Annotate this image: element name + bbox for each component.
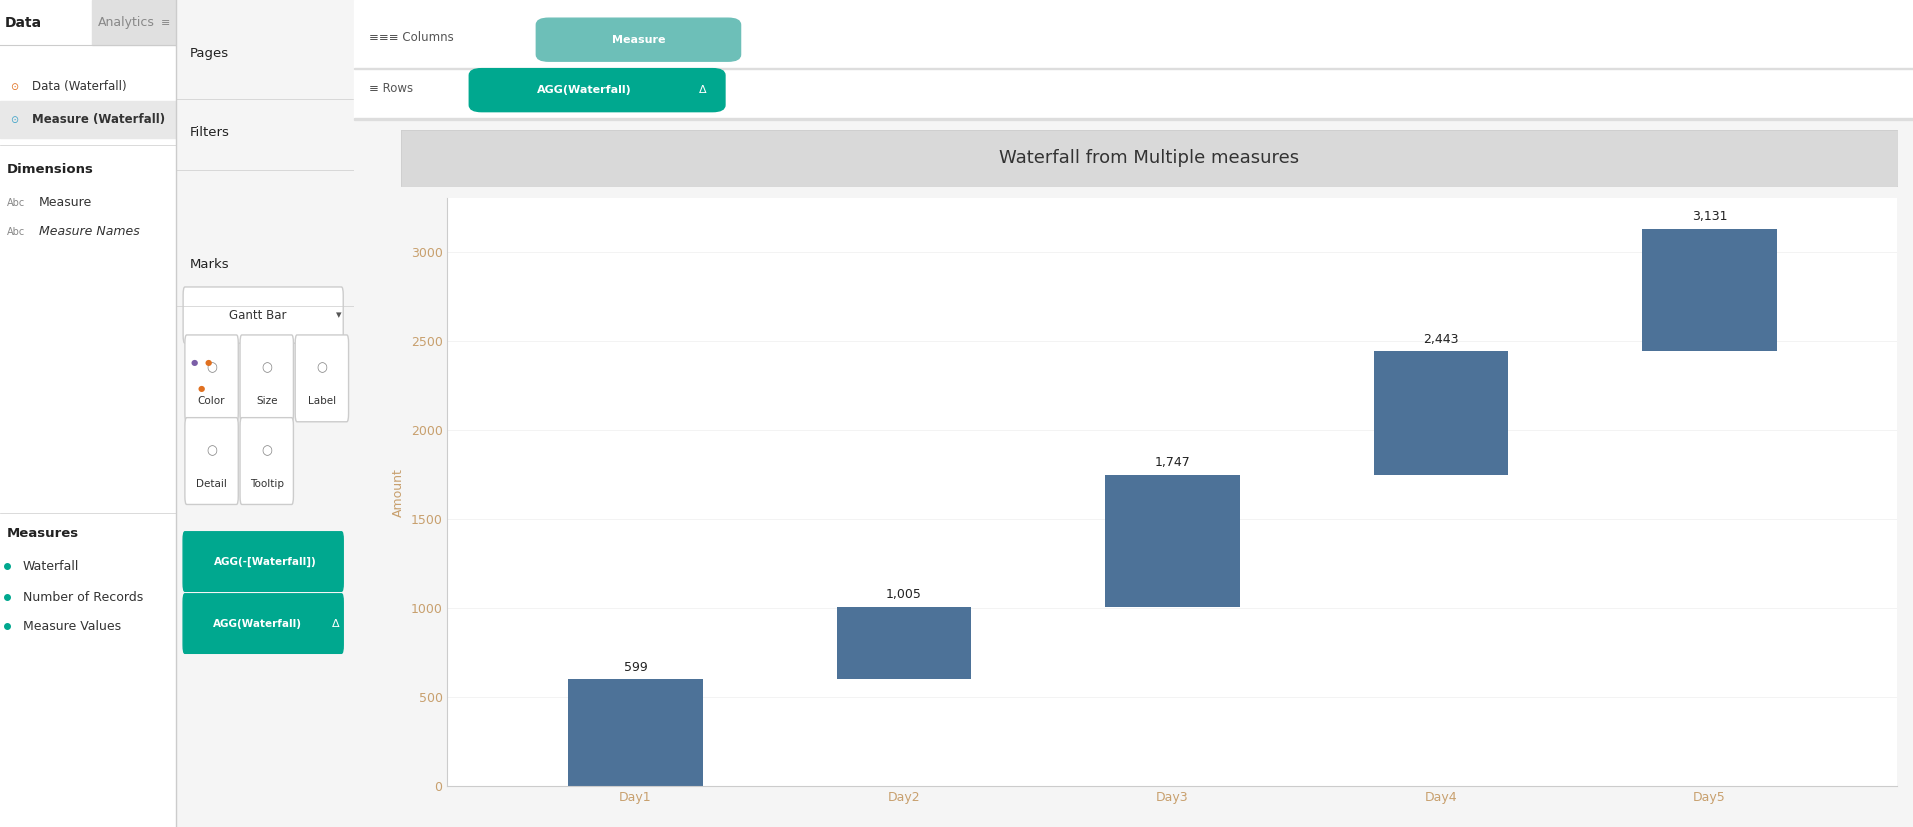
Text: Measure Values: Measure Values: [23, 619, 121, 633]
Text: ≡≡≡ Columns: ≡≡≡ Columns: [369, 31, 453, 44]
Text: ≡ Rows: ≡ Rows: [369, 82, 413, 95]
Text: Color: Color: [197, 396, 226, 406]
Text: Abc: Abc: [8, 198, 25, 208]
Text: ▾: ▾: [337, 310, 341, 320]
Text: AGG(-[Waterfall]): AGG(-[Waterfall]): [214, 557, 316, 566]
FancyBboxPatch shape: [186, 418, 239, 504]
Bar: [0, 101, 176, 138]
FancyBboxPatch shape: [184, 287, 342, 343]
Text: ⊙: ⊙: [10, 115, 17, 125]
Text: ○: ○: [207, 361, 216, 375]
Text: AGG(Waterfall): AGG(Waterfall): [214, 619, 302, 629]
Text: Dimensions: Dimensions: [8, 163, 94, 176]
Bar: [0, 0, 92, 45]
FancyBboxPatch shape: [184, 532, 342, 591]
Text: Measure (Waterfall): Measure (Waterfall): [33, 113, 165, 127]
Text: ○: ○: [207, 444, 216, 457]
Text: ○: ○: [262, 444, 272, 457]
Text: Size: Size: [256, 396, 277, 406]
FancyBboxPatch shape: [239, 418, 293, 504]
FancyBboxPatch shape: [469, 69, 725, 112]
Text: ●: ●: [197, 385, 205, 394]
Text: ○: ○: [262, 361, 272, 375]
Text: Filters: Filters: [189, 126, 230, 139]
Text: Measure Names: Measure Names: [38, 225, 140, 238]
Text: Δ: Δ: [700, 85, 708, 95]
Text: Data (Waterfall): Data (Waterfall): [33, 80, 126, 93]
Text: Measure: Measure: [38, 196, 92, 209]
Text: Δ: Δ: [333, 619, 341, 629]
Bar: [354, 68, 1913, 69]
Text: Gantt Bar: Gantt Bar: [230, 308, 287, 322]
Text: Measure: Measure: [612, 35, 666, 45]
FancyBboxPatch shape: [536, 18, 740, 61]
Text: Detail: Detail: [197, 479, 228, 489]
Text: ≡: ≡: [161, 17, 170, 28]
Text: Label: Label: [308, 396, 337, 406]
FancyBboxPatch shape: [184, 594, 342, 653]
Text: Abc: Abc: [8, 227, 25, 237]
Text: Data: Data: [4, 16, 42, 30]
Text: Analytics: Analytics: [98, 17, 155, 29]
Text: Waterfall: Waterfall: [23, 560, 78, 573]
Bar: [354, 0, 1913, 120]
FancyBboxPatch shape: [295, 335, 348, 422]
Bar: [92, 0, 176, 45]
Text: AGG(Waterfall): AGG(Waterfall): [538, 85, 631, 95]
Text: Marks: Marks: [189, 258, 230, 271]
FancyBboxPatch shape: [239, 335, 293, 422]
Text: Pages: Pages: [189, 47, 230, 60]
Text: ⊙: ⊙: [10, 82, 17, 92]
Text: Measures: Measures: [8, 527, 78, 540]
Text: ○: ○: [316, 361, 327, 375]
Text: Tooltip: Tooltip: [251, 479, 283, 489]
Text: ●: ●: [189, 358, 197, 367]
Text: Number of Records: Number of Records: [23, 590, 143, 604]
FancyBboxPatch shape: [186, 335, 239, 422]
Bar: [354, 118, 1913, 120]
Text: ●: ●: [205, 358, 212, 367]
